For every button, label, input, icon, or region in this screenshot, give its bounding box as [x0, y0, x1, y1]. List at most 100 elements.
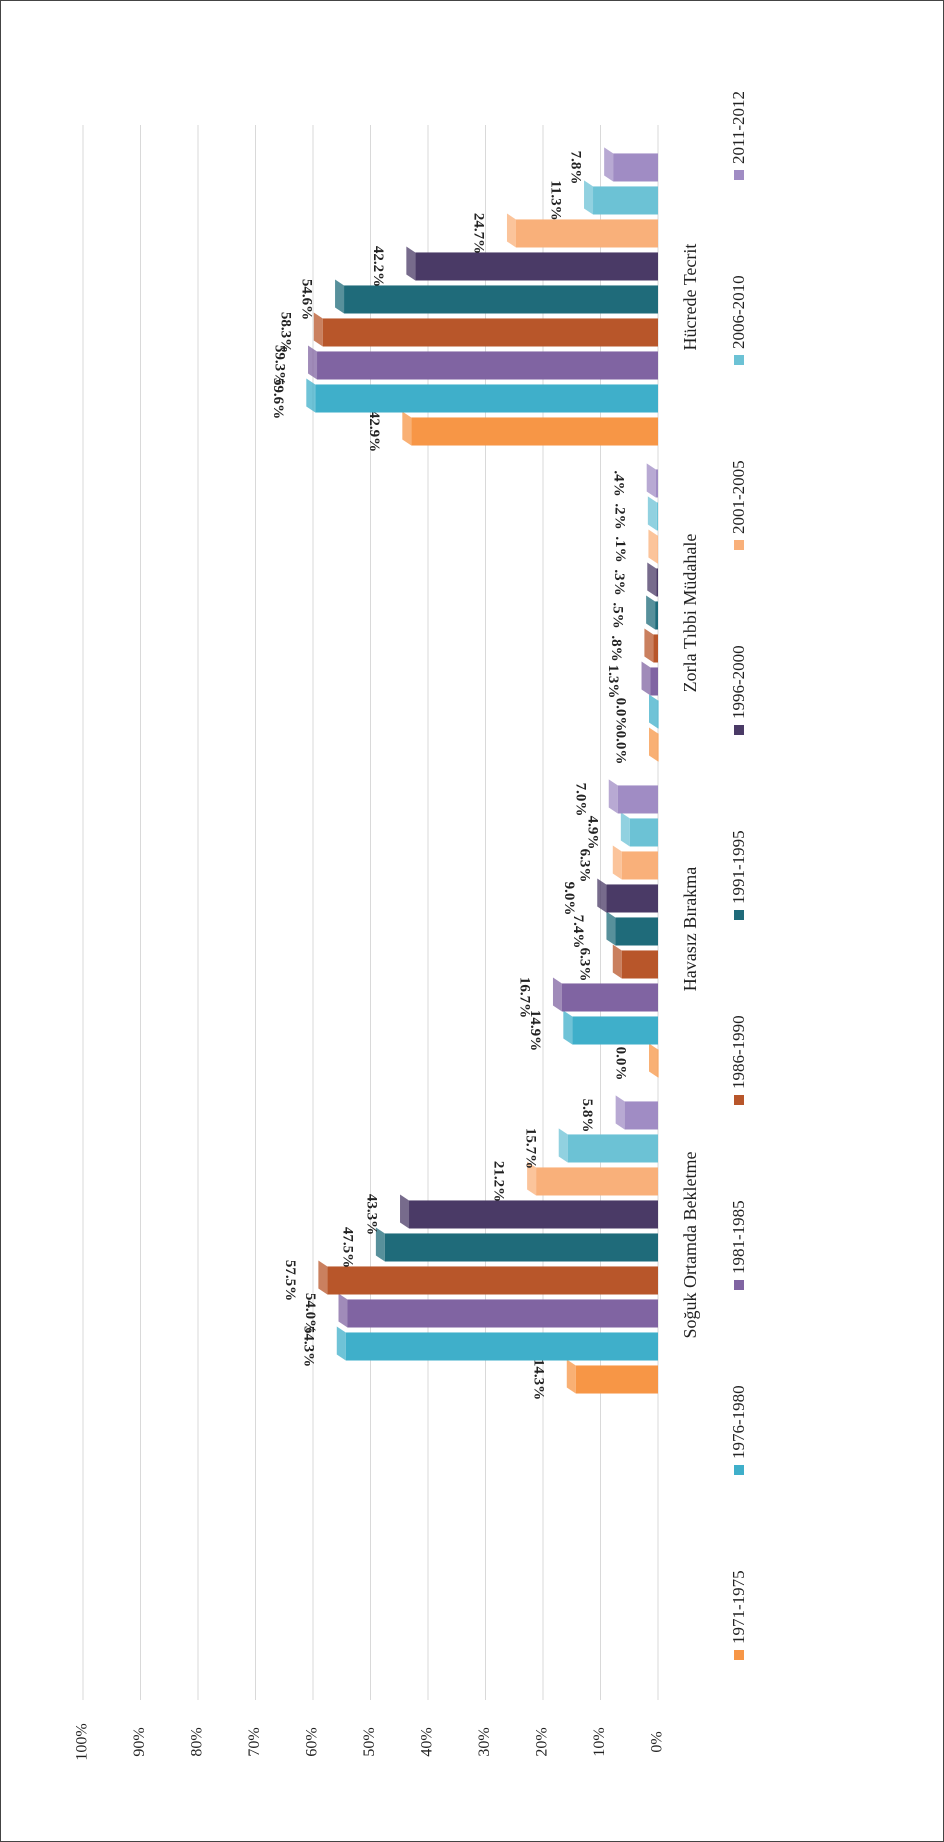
bar-depth [649, 727, 658, 762]
bar-depth [606, 911, 616, 946]
legend-swatch [734, 1465, 744, 1475]
data-label: 4.9% [584, 816, 600, 850]
bar-depth [335, 279, 345, 314]
legend-label: 1996-2000 [729, 645, 748, 719]
data-label: .5% [610, 602, 626, 628]
bar [409, 1200, 658, 1229]
y-tick-label: 80% [189, 1727, 206, 1756]
bar [615, 917, 659, 946]
legend-label: 2006-2010 [729, 275, 748, 349]
legend-label: 2011-2012 [729, 91, 748, 164]
bar-depth [644, 628, 654, 663]
bar [624, 1101, 659, 1130]
legend-swatch [734, 1650, 744, 1660]
bar [653, 634, 659, 663]
bar [575, 1365, 659, 1394]
bar-depth [375, 1227, 385, 1262]
bar-depth [608, 779, 618, 814]
bar-depth [597, 878, 607, 913]
bar [593, 186, 659, 215]
data-label: 5.8% [579, 1099, 595, 1133]
bar [658, 700, 659, 729]
bar [572, 1016, 659, 1045]
bar [536, 1167, 658, 1196]
data-label: .8% [608, 635, 624, 661]
bar-depth [400, 1194, 410, 1229]
bar [656, 502, 658, 531]
bar [322, 318, 658, 347]
data-label: 11.3% [548, 180, 564, 220]
bar [658, 1049, 659, 1078]
bar-depth [566, 1359, 576, 1394]
bar-depth [318, 1260, 328, 1295]
plot: 0% 10% 20% 30% 40% 50% 60% 70% 80% 90% 100% Soğuk O… [74, 91, 748, 1761]
legend-swatch [734, 725, 744, 735]
legend-label: 1986-1990 [729, 1015, 748, 1089]
data-label: 58.3% [277, 312, 293, 353]
data-label: 6.3% [576, 948, 592, 982]
bar [567, 1134, 658, 1163]
bar-depth [647, 562, 657, 597]
bar [317, 351, 658, 380]
bar-depth [308, 345, 318, 380]
data-label: 59.3% [272, 345, 288, 386]
data-label: 42.2% [370, 246, 386, 287]
data-label: 54.0% [302, 1293, 318, 1334]
bar-depth [527, 1161, 537, 1196]
bar [613, 153, 659, 182]
data-label: 9.0% [561, 882, 577, 916]
y-tick-label: 40% [419, 1727, 436, 1756]
legend-label: 1981-1985 [729, 1200, 748, 1274]
y-tick-label: 70% [246, 1727, 263, 1756]
bar [650, 667, 659, 696]
bar-depth [647, 496, 657, 531]
bar-depth [338, 1293, 348, 1328]
legend-label: 1976-1980 [729, 1385, 748, 1459]
bar [411, 417, 659, 446]
bar [315, 384, 658, 413]
bar [655, 469, 659, 498]
data-label: 7.8% [568, 151, 584, 185]
data-label: 42.9% [366, 411, 382, 452]
data-label: 1.3% [605, 665, 621, 699]
data-label: 57.5% [282, 1260, 298, 1301]
bar [617, 785, 658, 814]
data-label: 24.7% [471, 213, 487, 254]
legend-swatch [734, 1280, 744, 1290]
bar-depth [641, 661, 651, 696]
data-label: 54.3% [300, 1326, 316, 1367]
bar [629, 818, 659, 847]
bar [347, 1299, 658, 1328]
data-label: 15.7% [522, 1128, 538, 1169]
x-tick-label: Zorla Tıbbi Müdahale [680, 534, 700, 693]
legend-label: 1971-1975 [729, 1570, 748, 1644]
data-label: 16.7% [517, 977, 533, 1018]
legend-swatch [734, 1095, 744, 1105]
bar-depth [552, 977, 562, 1012]
bar-depth [612, 845, 622, 880]
bar [561, 983, 658, 1012]
bar [344, 285, 658, 314]
x-tick-label: Havasız Bırakma [680, 867, 700, 991]
x-tick-label: Hücrede Tecrit [680, 244, 700, 351]
data-label: .2% [611, 503, 627, 529]
legend-swatch [734, 170, 744, 180]
bar-depth [406, 246, 416, 281]
data-label: 6.3% [576, 849, 592, 883]
bar-depth [646, 595, 656, 630]
data-label: 43.3% [364, 1194, 380, 1235]
bar-depth [612, 944, 622, 979]
y-tick-label: 20% [534, 1727, 551, 1756]
data-label: 7.4% [570, 915, 586, 949]
data-label: .3% [611, 569, 627, 595]
bar [656, 568, 659, 597]
y-tick-label: 0% [649, 1731, 666, 1752]
bar [384, 1233, 658, 1262]
bar-depth [336, 1326, 346, 1361]
bar-depth [649, 694, 658, 729]
y-tick-label: 90% [131, 1727, 148, 1756]
legend-swatch [734, 540, 744, 550]
y-tick-label: 100% [74, 1723, 91, 1760]
bar [327, 1266, 658, 1295]
